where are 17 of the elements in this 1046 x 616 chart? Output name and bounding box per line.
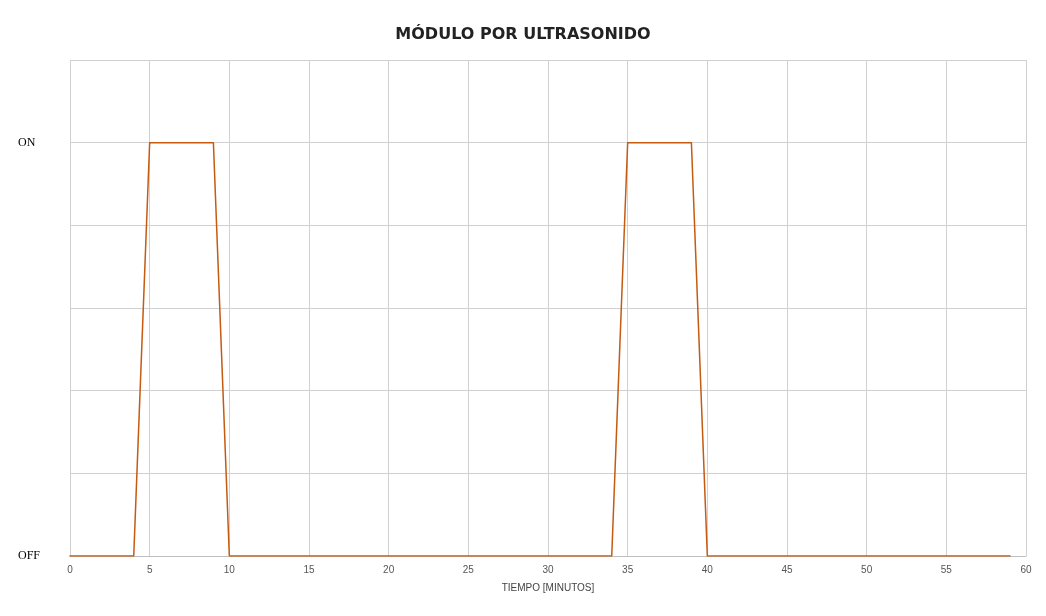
x-tick-label: 5 xyxy=(146,563,153,575)
x-tick-label: 25 xyxy=(462,563,475,575)
x-tick-label: 40 xyxy=(701,563,714,575)
x-tick-label: 10 xyxy=(223,563,236,575)
chart-title: MÓDULO POR ULTRASONIDO xyxy=(395,23,651,43)
text: ON xyxy=(18,134,36,149)
text: OFF xyxy=(18,548,41,562)
x-tick-label: 20 xyxy=(383,563,395,575)
x-tick-label: 45 xyxy=(781,563,793,575)
x-tick-label: 55 xyxy=(940,563,953,575)
x-tick-label: 35 xyxy=(622,563,634,575)
x-tick-label: 30 xyxy=(542,563,554,575)
x-axis-title: TIEMPO [MINUTOS] xyxy=(501,581,595,593)
x-tick-label: 60 xyxy=(1020,563,1032,575)
x-tick-label: 15 xyxy=(303,563,315,575)
x-tick-label: 0 xyxy=(67,563,74,575)
x-tick-label: 50 xyxy=(861,563,873,575)
